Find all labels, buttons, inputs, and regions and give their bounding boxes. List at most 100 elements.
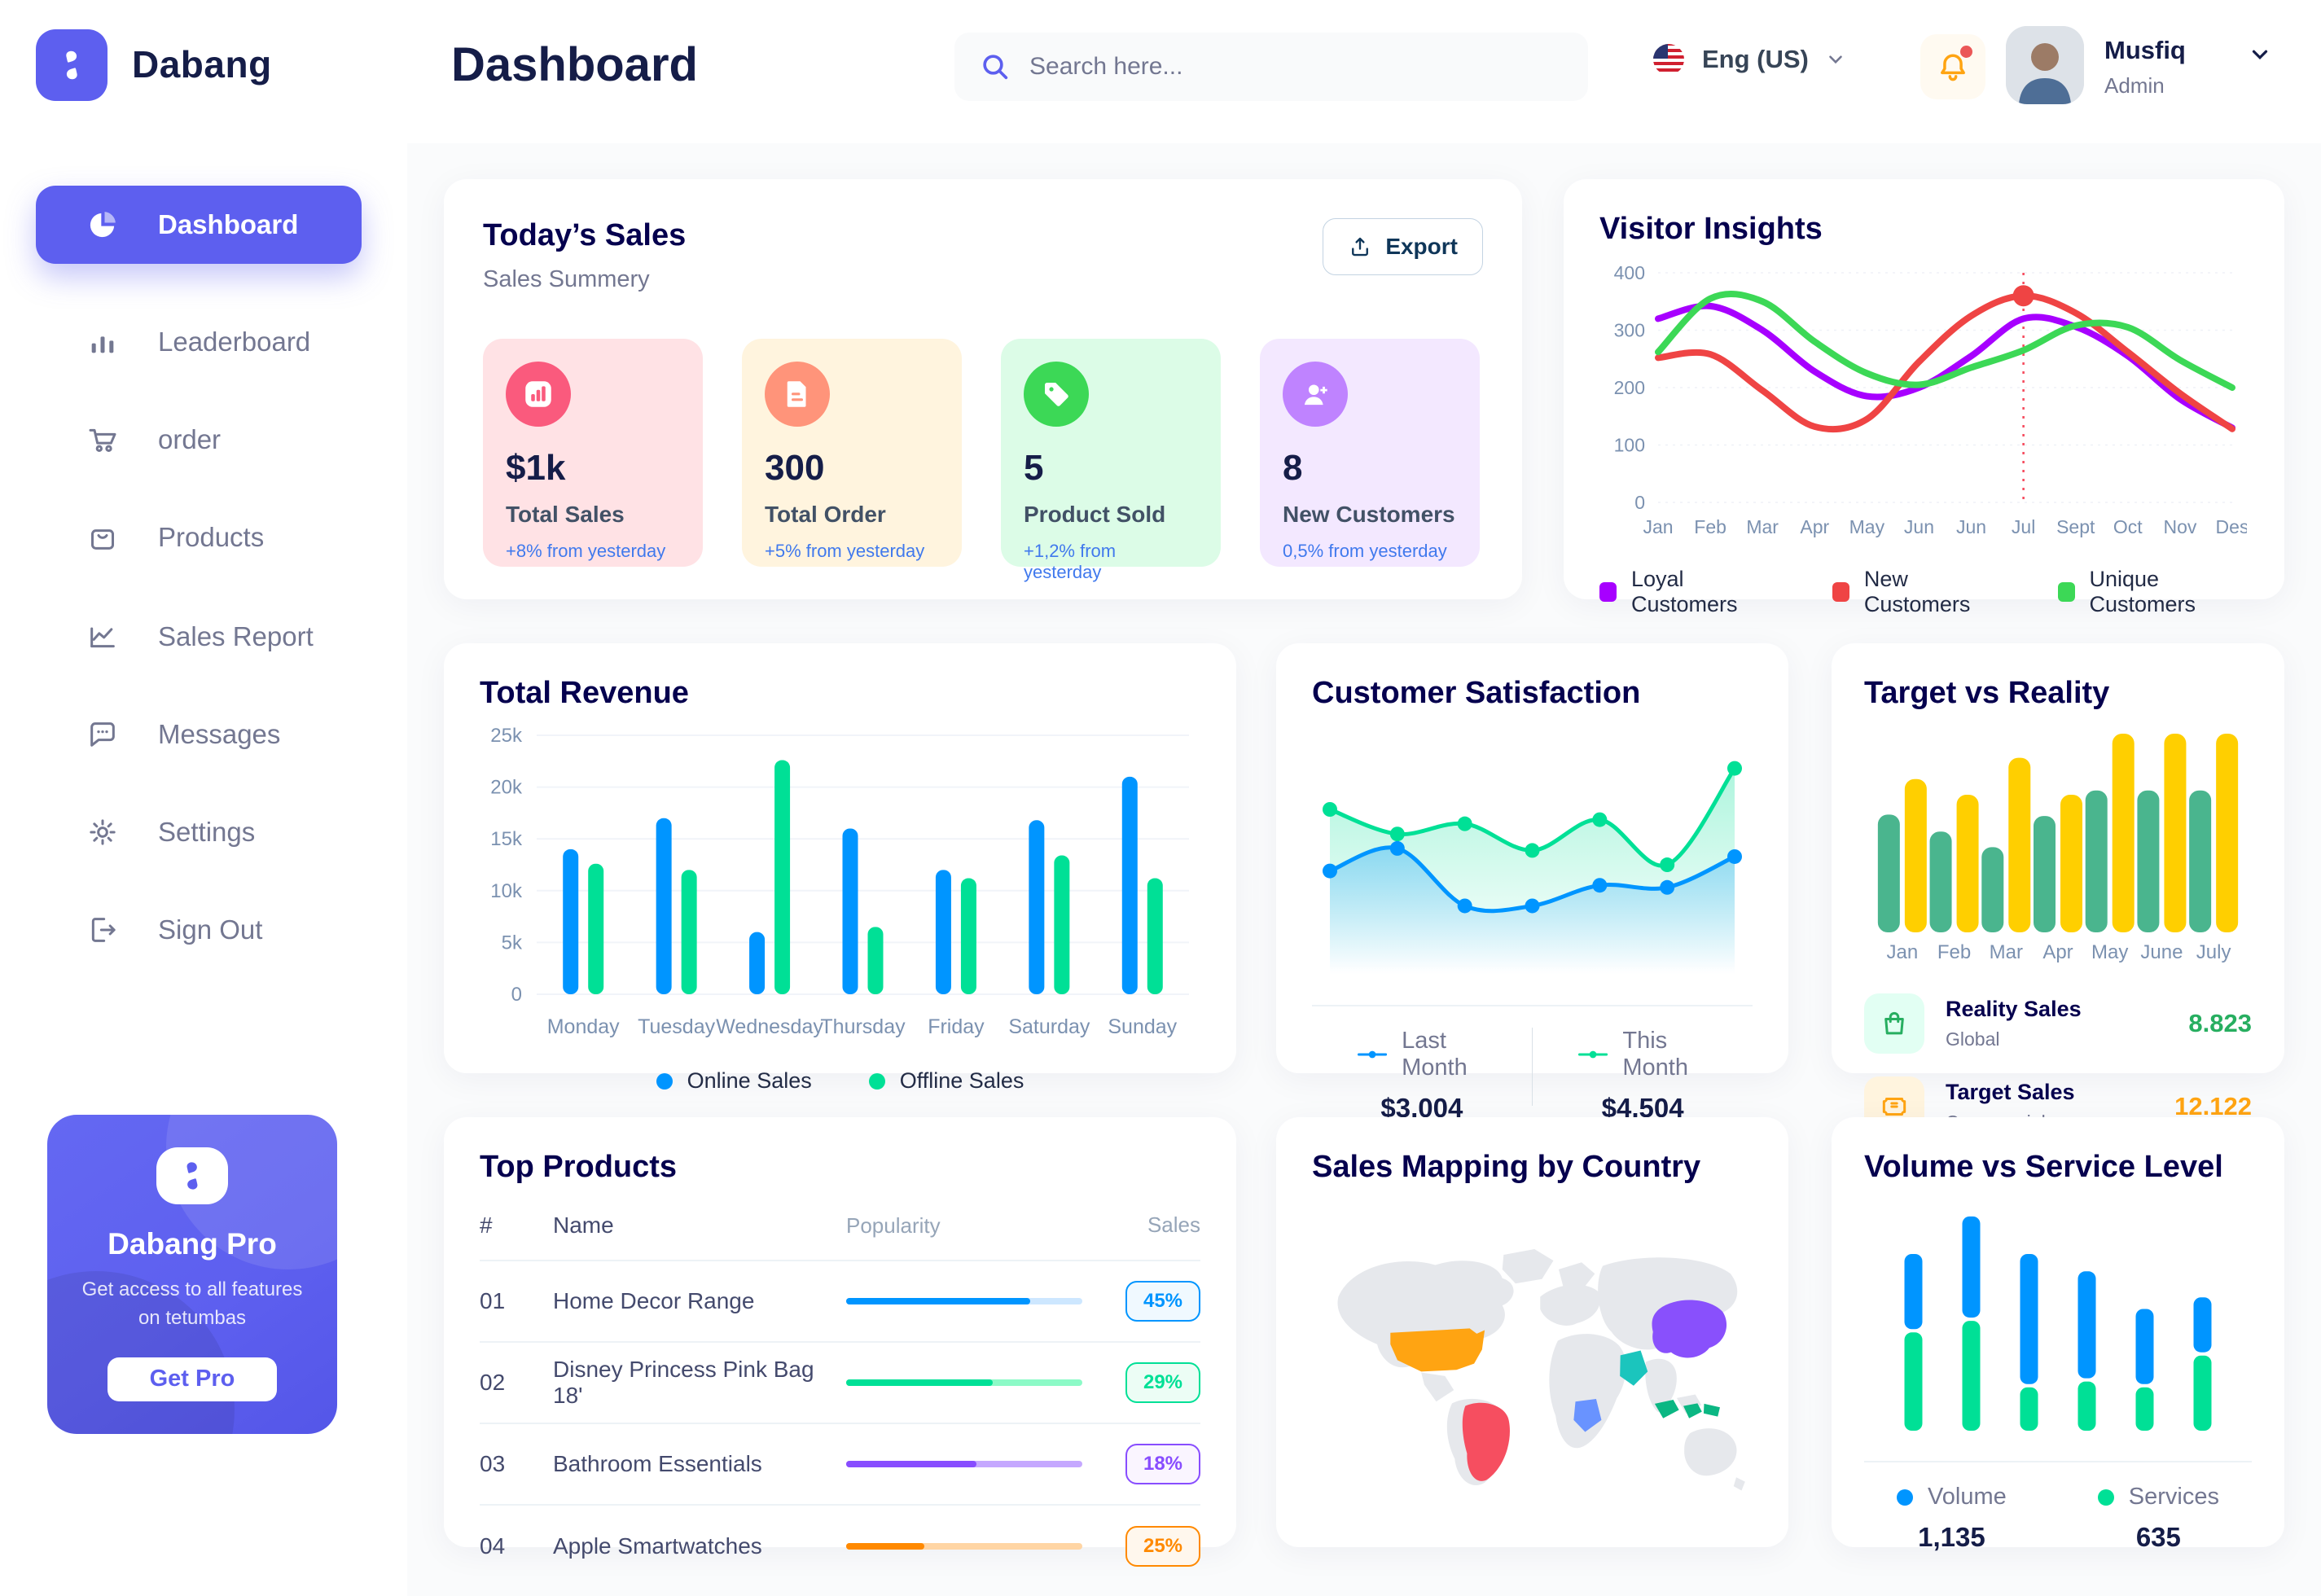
vertical-divider: [1531, 1028, 1533, 1106]
sidebar-item-messages[interactable]: Messages: [36, 695, 362, 774]
stat-label: Product Sold: [1024, 502, 1166, 527]
message-icon: [85, 717, 121, 752]
svg-text:10k: 10k: [490, 880, 523, 902]
sidebar-item-products[interactable]: Products: [36, 498, 362, 577]
legend-divider: [1312, 1005, 1753, 1006]
legend-label: Target Sales: [1946, 1080, 2075, 1104]
bell-icon: [1941, 54, 1965, 81]
sidebar-item-sign-out[interactable]: Sign Out: [36, 891, 362, 969]
price-tag-icon: [1024, 362, 1089, 427]
sidebar-item-label: Sign Out: [158, 914, 263, 945]
stat-label: Total Order: [765, 502, 886, 527]
svg-text:0: 0: [1634, 492, 1645, 513]
table-row: 03 Bathroom Essentials 18%: [480, 1424, 1200, 1506]
search-input[interactable]: [1029, 53, 1564, 81]
svg-text:Feb: Feb: [1694, 516, 1726, 537]
target-vs-reality-card: Target vs Reality Jan Feb Mar Apr May June Jul…: [1832, 643, 2284, 1137]
sidebar-item-sales-report[interactable]: Sales Report: [36, 598, 362, 676]
top-products-header: # Name Popularity Sales: [480, 1212, 1200, 1261]
legend-label: Services: [2128, 1484, 2219, 1510]
legend-label: Unique Customers: [2089, 567, 2196, 616]
target-vs-reality-chart: Jan Feb Mar Apr May June July: [1864, 722, 2252, 971]
user-name: Musfiq: [2104, 36, 2186, 64]
target-sales-value: 12.122: [2174, 1092, 2252, 1120]
target-vs-reality-title: Target vs Reality: [1864, 676, 2110, 710]
svg-text:25k: 25k: [490, 725, 523, 747]
svg-text:Jun: Jun: [1904, 516, 1934, 537]
product-name: Disney Princess Pink Bag 18': [553, 1357, 814, 1408]
stat-delta: +5% from yesterday: [765, 541, 925, 561]
export-button[interactable]: Export: [1323, 218, 1483, 275]
svg-text:20k: 20k: [490, 777, 523, 799]
legend-label: New Customers: [1863, 567, 1971, 616]
brand-name: Dabang: [132, 43, 272, 86]
language-chevron-down-icon: [1825, 49, 1846, 70]
services-dot: [2097, 1489, 2114, 1506]
sales-bar-chart-icon: [506, 362, 571, 427]
column-num: #: [480, 1212, 493, 1238]
stat-value: 5: [1024, 448, 1044, 488]
export-label: Export: [1385, 234, 1458, 259]
get-pro-button[interactable]: Get Pro: [107, 1357, 277, 1401]
legend-divider: [1864, 1461, 2252, 1462]
table-row: 01 Home Decor Range 45%: [480, 1261, 1200, 1343]
language-selector[interactable]: Eng (US): [1652, 42, 1846, 77]
visitor-insights-title: Visitor Insights: [1599, 212, 1823, 246]
stat-card-product-sold: 5 Product Sold +1,2% from yesterday: [1001, 339, 1221, 582]
legend-sublabel: Global: [1946, 1028, 2000, 1050]
legend-label: Offline Sales: [899, 1068, 1024, 1093]
svg-text:400: 400: [1614, 262, 1645, 283]
svg-text:Apr: Apr: [1800, 516, 1829, 537]
svg-text:Jan: Jan: [1887, 941, 1919, 963]
new-customers-swatch: [1832, 582, 1849, 602]
svg-text:Feb: Feb: [1937, 941, 1971, 963]
user-avatar[interactable]: [2006, 26, 2084, 104]
online-sales-dot: [656, 1072, 673, 1090]
table-row: 04 Apple Smartwatches 25%: [480, 1506, 1200, 1587]
stat-label: Total Sales: [506, 502, 625, 527]
pro-card-subtitle: Get access to all features on tetumbas: [81, 1278, 303, 1329]
svg-text:Des: Des: [2216, 516, 2247, 537]
sidebar-item-settings[interactable]: Settings: [36, 793, 362, 871]
sidebar-item-label: Leaderboard: [158, 327, 311, 357]
search-bar[interactable]: [954, 33, 1588, 101]
svg-text:Mar: Mar: [1990, 941, 2023, 963]
total-revenue-chart: 0 5k 10k 15k 20k 25k Monday Tuesday Wednesday Thu…: [480, 722, 1200, 1050]
last-month-line-icon: [1358, 1050, 1388, 1059]
language-label: Eng (US): [1702, 45, 1809, 73]
this-month-line-icon: [1578, 1050, 1608, 1059]
stat-delta: +1,2% from yesterday: [1024, 541, 1117, 582]
column-name: Name: [553, 1212, 614, 1238]
sidebar-item-label: Messages: [158, 719, 281, 749]
row-num: 01: [480, 1288, 506, 1313]
customer-satisfaction-legend: Last Month $3,004 This Month $4,504: [1312, 1028, 1753, 1124]
sidebar-item-order[interactable]: order: [36, 401, 362, 479]
dabang-pro-card: Dabang Pro Get access to all features on…: [47, 1115, 337, 1434]
order-file-icon: [765, 362, 830, 427]
profile-chevron-down-icon[interactable]: [2248, 42, 2272, 71]
row-num: 02: [480, 1370, 506, 1395]
top-products-title: Top Products: [480, 1150, 678, 1184]
legend-label: Volume: [1928, 1484, 2007, 1510]
stat-label: New Customers: [1283, 502, 1455, 527]
svg-text:May: May: [1849, 516, 1885, 537]
customer-satisfaction-title: Customer Satisfaction: [1312, 676, 1641, 710]
row-num: 03: [480, 1451, 506, 1476]
todays-sales-title: Today’s Sales: [483, 218, 687, 252]
volume-service-title: Volume vs Service Level: [1864, 1150, 2223, 1184]
dabang-logo-icon: [66, 50, 77, 80]
notifications-button[interactable]: [1920, 34, 1985, 99]
loyal-customers-swatch: [1599, 582, 1617, 602]
stat-card-new-customers: 8 New Customers 0,5% from yesterday: [1260, 339, 1480, 567]
svg-text:Jun: Jun: [1956, 516, 1986, 537]
country-dr-congo: [1573, 1398, 1602, 1432]
unique-customers-swatch: [2057, 582, 2075, 602]
user-role: Admin: [2104, 73, 2165, 98]
notification-badge-dot: [1960, 46, 1972, 58]
column-popularity: Popularity: [846, 1212, 941, 1238]
country-united-states: [1390, 1328, 1485, 1372]
services-total: 635: [2135, 1522, 2181, 1552]
sidebar-item-dashboard[interactable]: Dashboard: [36, 186, 362, 264]
sidebar-item-leaderboard[interactable]: Leaderboard: [36, 303, 362, 381]
volume-service-chart: [1864, 1196, 2252, 1445]
